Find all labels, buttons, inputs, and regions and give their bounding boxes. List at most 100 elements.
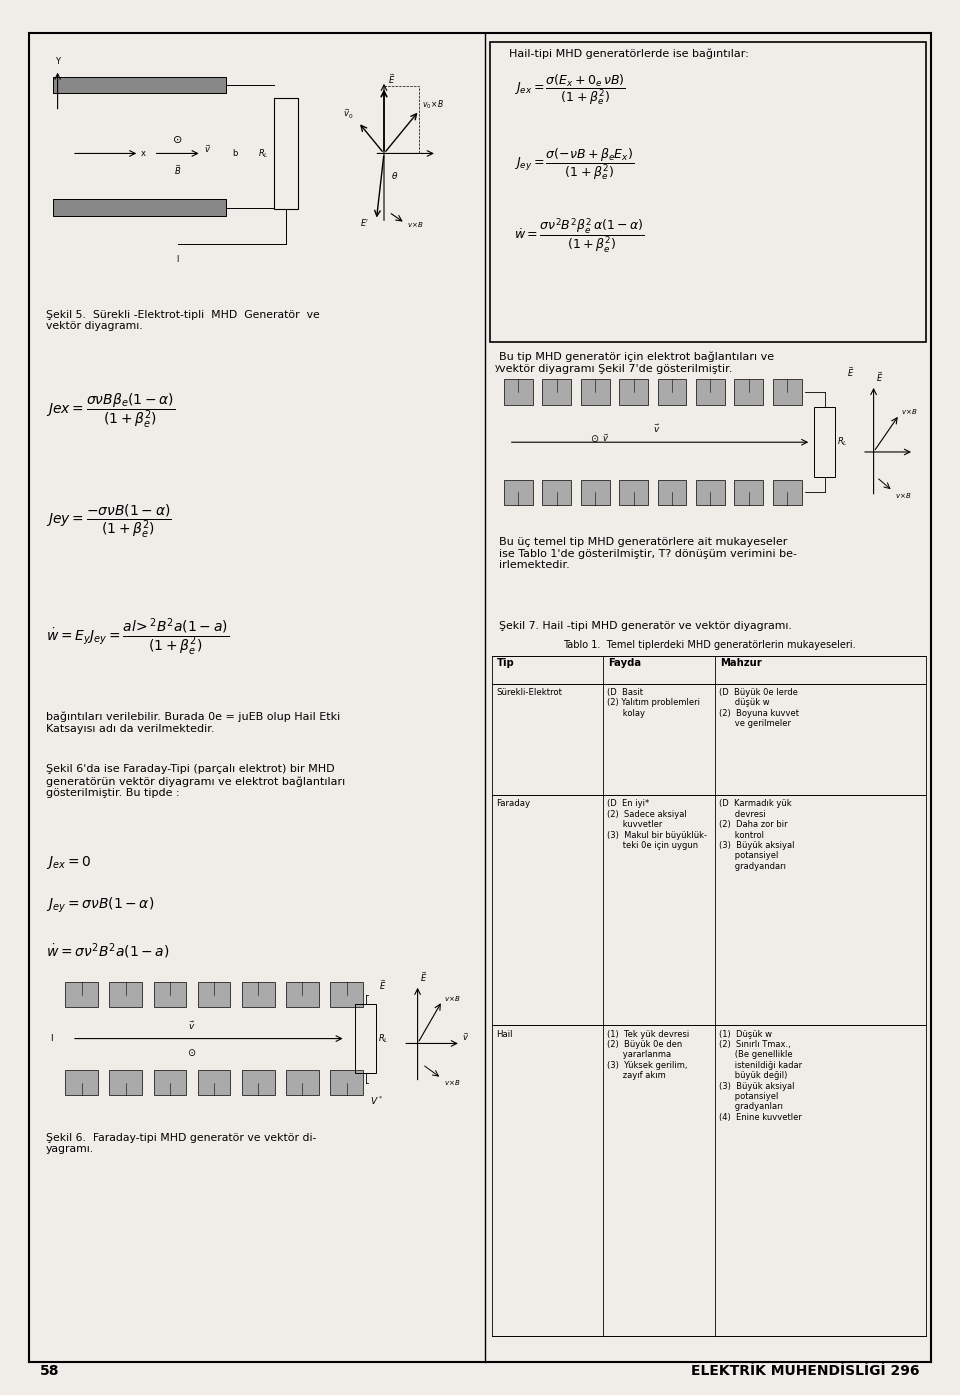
- Bar: [109, 1070, 142, 1095]
- Text: (1)  Tek yük devresi
(2)  Büyük 0e den
      yararlanma
(3)  Yüksek gerilim,
   : (1) Tek yük devresi (2) Büyük 0e den yar…: [607, 1030, 689, 1080]
- Text: (D  Karmadık yük
      devresi
(2)  Daha zor bir
      kontrol
(3)  Büyük aksiya: (D Karmadık yük devresi (2) Daha zor bir…: [719, 799, 795, 870]
- Text: $J_{ex} = \dfrac{\sigma(E_x + 0_e\,\nu B)}{(1+\beta_e^2)}$: $J_{ex} = \dfrac{\sigma(E_x + 0_e\,\nu B…: [514, 73, 625, 107]
- Text: $\odot$: $\odot$: [173, 134, 182, 145]
- Text: Hail-tipi MHD generatörlerde ise bağıntılar:: Hail-tipi MHD generatörlerde ise bağıntı…: [509, 49, 749, 60]
- Text: ELEKTRİK MÜHENDİSLİĞİ 296: ELEKTRİK MÜHENDİSLİĞİ 296: [691, 1364, 920, 1378]
- Bar: [734, 379, 763, 405]
- Text: l: l: [50, 1034, 53, 1043]
- Text: $\vec{E}$: $\vec{E}$: [388, 73, 396, 85]
- Text: (1)  Düşük w
(2)  Sınırlı Tmax.,
      (Be genellikle
      istenildiği kadar
  : (1) Düşük w (2) Sınırlı Tmax., (Be genel…: [719, 1030, 803, 1122]
- Text: $J_{ey} = \sigma\nu B(1-\alpha)$: $J_{ey} = \sigma\nu B(1-\alpha)$: [46, 896, 155, 915]
- Bar: [274, 98, 298, 209]
- Text: $\vec{E}$: $\vec{E}$: [379, 979, 387, 992]
- Bar: [619, 480, 648, 505]
- Bar: [504, 480, 533, 505]
- Bar: [286, 1070, 319, 1095]
- Text: Bu tip MHD generatör için elektrot bağlantıları ve
vektör diyagramı Şekil 7'de g: Bu tip MHD generatör için elektrot bağla…: [499, 352, 775, 374]
- Text: $Jey = \dfrac{-\sigma\nu B(1-\alpha)}{(1+\beta_e^2)}$: $Jey = \dfrac{-\sigma\nu B(1-\alpha)}{(1…: [46, 502, 172, 540]
- Text: $\vec{B}$: $\vec{B}$: [174, 163, 181, 177]
- Text: (D  Basit
(2) Yalıtım problemleri
      kolay: (D Basit (2) Yalıtım problemleri kolay: [607, 688, 700, 717]
- Text: Hail: Hail: [496, 1030, 513, 1038]
- Text: Bu üç temel tip MHD generatörlere ait mukayeseler
ise Tablo 1'de gösterilmiştir,: Bu üç temel tip MHD generatörlere ait mu…: [499, 537, 797, 571]
- Bar: [542, 379, 571, 405]
- Bar: [198, 1070, 230, 1095]
- Text: $\vec{v}_0$: $\vec{v}_0$: [343, 107, 353, 121]
- Bar: [109, 982, 142, 1007]
- Text: $\dot{w} = \sigma\nu^2 B^2 a(1-a)$: $\dot{w} = \sigma\nu^2 B^2 a(1-a)$: [46, 942, 170, 961]
- Bar: [53, 77, 226, 93]
- Bar: [198, 982, 230, 1007]
- Bar: [619, 379, 648, 405]
- Text: $\vec{E}$: $\vec{E}$: [847, 365, 854, 378]
- Text: Tablo 1.  Temel tiplerdeki MHD generatörlerin mukayeseleri.: Tablo 1. Temel tiplerdeki MHD generatörl…: [564, 640, 855, 650]
- Text: $\dot{w} = \dfrac{\sigma\nu^2 B^2 \beta_e^2\,\alpha(1-\alpha)}{(1+\beta_e^2)}$: $\dot{w} = \dfrac{\sigma\nu^2 B^2 \beta_…: [514, 216, 644, 255]
- Text: $V^*$: $V^*$: [370, 1095, 383, 1106]
- Text: b: b: [232, 149, 238, 158]
- Text: Fayda: Fayda: [608, 658, 641, 668]
- Bar: [814, 407, 835, 477]
- Text: Faraday: Faraday: [496, 799, 531, 808]
- Bar: [154, 1070, 186, 1095]
- Bar: [581, 379, 610, 405]
- Text: $E'$: $E'$: [360, 218, 370, 227]
- Text: Tip: Tip: [497, 658, 515, 668]
- Text: $R_L$: $R_L$: [258, 148, 269, 159]
- Text: $\theta$: $\theta$: [391, 170, 398, 180]
- Text: $v_0\!\times\! B$: $v_0\!\times\! B$: [422, 99, 444, 112]
- Text: (D  Büyük 0e lerde
      düşük w
(2)  Boyuna kuvvet
      ve gerilmeler: (D Büyük 0e lerde düşük w (2) Boyuna kuv…: [719, 688, 799, 728]
- Bar: [330, 1070, 363, 1095]
- Bar: [773, 480, 802, 505]
- Bar: [65, 982, 98, 1007]
- Text: $R_L$: $R_L$: [378, 1032, 389, 1045]
- Text: $J_{ey} = \dfrac{\sigma(-\nu B + \beta_e E_x)}{(1+\beta_e^2)}$: $J_{ey} = \dfrac{\sigma(-\nu B + \beta_e…: [514, 146, 634, 183]
- Text: $\odot$: $\odot$: [590, 432, 600, 444]
- Bar: [65, 1070, 98, 1095]
- Bar: [581, 480, 610, 505]
- Text: $\vec{E}$: $\vec{E}$: [876, 371, 884, 384]
- Text: $\vec{E}$: $\vec{E}$: [420, 971, 428, 983]
- Bar: [504, 379, 533, 405]
- Text: $J_{ex} = 0$: $J_{ex} = 0$: [46, 854, 91, 870]
- Bar: [242, 982, 275, 1007]
- Text: $\dot{w} = E_y J_{ey} = \dfrac{al\!>^2 B^2 a(1-a)}{(1+\beta_e^2)}$: $\dot{w} = E_y J_{ey} = \dfrac{al\!>^2 B…: [46, 617, 229, 658]
- Bar: [658, 379, 686, 405]
- Bar: [154, 982, 186, 1007]
- Bar: [490, 42, 926, 342]
- Bar: [658, 480, 686, 505]
- Text: Sürekli-Elektrot: Sürekli-Elektrot: [496, 688, 563, 696]
- Text: $\vec{v}$: $\vec{v}$: [602, 432, 609, 444]
- Text: Şekil 5.  Sürekli -Elektrot-tipli  MHD  Generatör  ve
vektör diyagramı.: Şekil 5. Sürekli -Elektrot-tipli MHD Gen…: [46, 310, 320, 331]
- Text: $v\!\times\! B$: $v\!\times\! B$: [444, 1078, 461, 1087]
- Text: $\vec{v}$: $\vec{v}$: [188, 1020, 196, 1032]
- Text: $\vec{v}$: $\vec{v}$: [462, 1031, 468, 1042]
- Text: l: l: [177, 255, 179, 264]
- Text: $R_L$: $R_L$: [837, 437, 848, 448]
- Text: $\vec{v}$: $\vec{v}$: [653, 423, 660, 435]
- Text: $\vec{v}$: $\vec{v}$: [204, 144, 211, 155]
- Bar: [242, 1070, 275, 1095]
- Text: 58: 58: [40, 1364, 60, 1378]
- Text: $v\!\times\! B$: $v\!\times\! B$: [444, 993, 461, 1003]
- Bar: [330, 982, 363, 1007]
- Text: Şekil 7. Hail -tipi MHD generatör ve vektör diyagramı.: Şekil 7. Hail -tipi MHD generatör ve vek…: [499, 621, 792, 631]
- Text: $\odot$: $\odot$: [187, 1048, 197, 1057]
- Text: $Jex = \dfrac{\sigma\nu B\beta_e(1-\alpha)}{(1+\beta_e^2)}$: $Jex = \dfrac{\sigma\nu B\beta_e(1-\alph…: [46, 391, 176, 430]
- Text: bağıntıları verilebilir. Burada 0e = juEB olup Hail Etki
Katsayısı adı da verilm: bağıntıları verilebilir. Burada 0e = juE…: [46, 711, 341, 734]
- Text: Şekil 6.  Faraday-tipi MHD generatör ve vektör di-
yagramı.: Şekil 6. Faraday-tipi MHD generatör ve v…: [46, 1133, 317, 1154]
- Text: (D  En iyi*
(2)  Sadece aksiyal
      kuvvetler
(3)  Makul bir büyüklük-
      t: (D En iyi* (2) Sadece aksiyal kuvvetler …: [607, 799, 707, 850]
- Bar: [734, 480, 763, 505]
- Bar: [696, 379, 725, 405]
- Text: Y: Y: [55, 57, 60, 66]
- Text: y: y: [494, 364, 500, 372]
- Text: Mahzur: Mahzur: [720, 658, 761, 668]
- Text: x: x: [141, 149, 146, 158]
- Bar: [773, 379, 802, 405]
- Bar: [542, 480, 571, 505]
- Bar: [696, 480, 725, 505]
- Text: $v\!\times\! B$: $v\!\times\! B$: [895, 491, 912, 499]
- Text: $v\!\times\! B$: $v\!\times\! B$: [407, 220, 424, 229]
- Bar: [286, 982, 319, 1007]
- Bar: [53, 199, 226, 216]
- Text: $v\!\times\! B$: $v\!\times\! B$: [901, 407, 918, 417]
- Text: Şekil 6'da ise Faraday-Tipi (parçalı elektrot) bir MHD
generatörün vektör diyagr: Şekil 6'da ise Faraday-Tipi (parçalı ele…: [46, 764, 346, 798]
